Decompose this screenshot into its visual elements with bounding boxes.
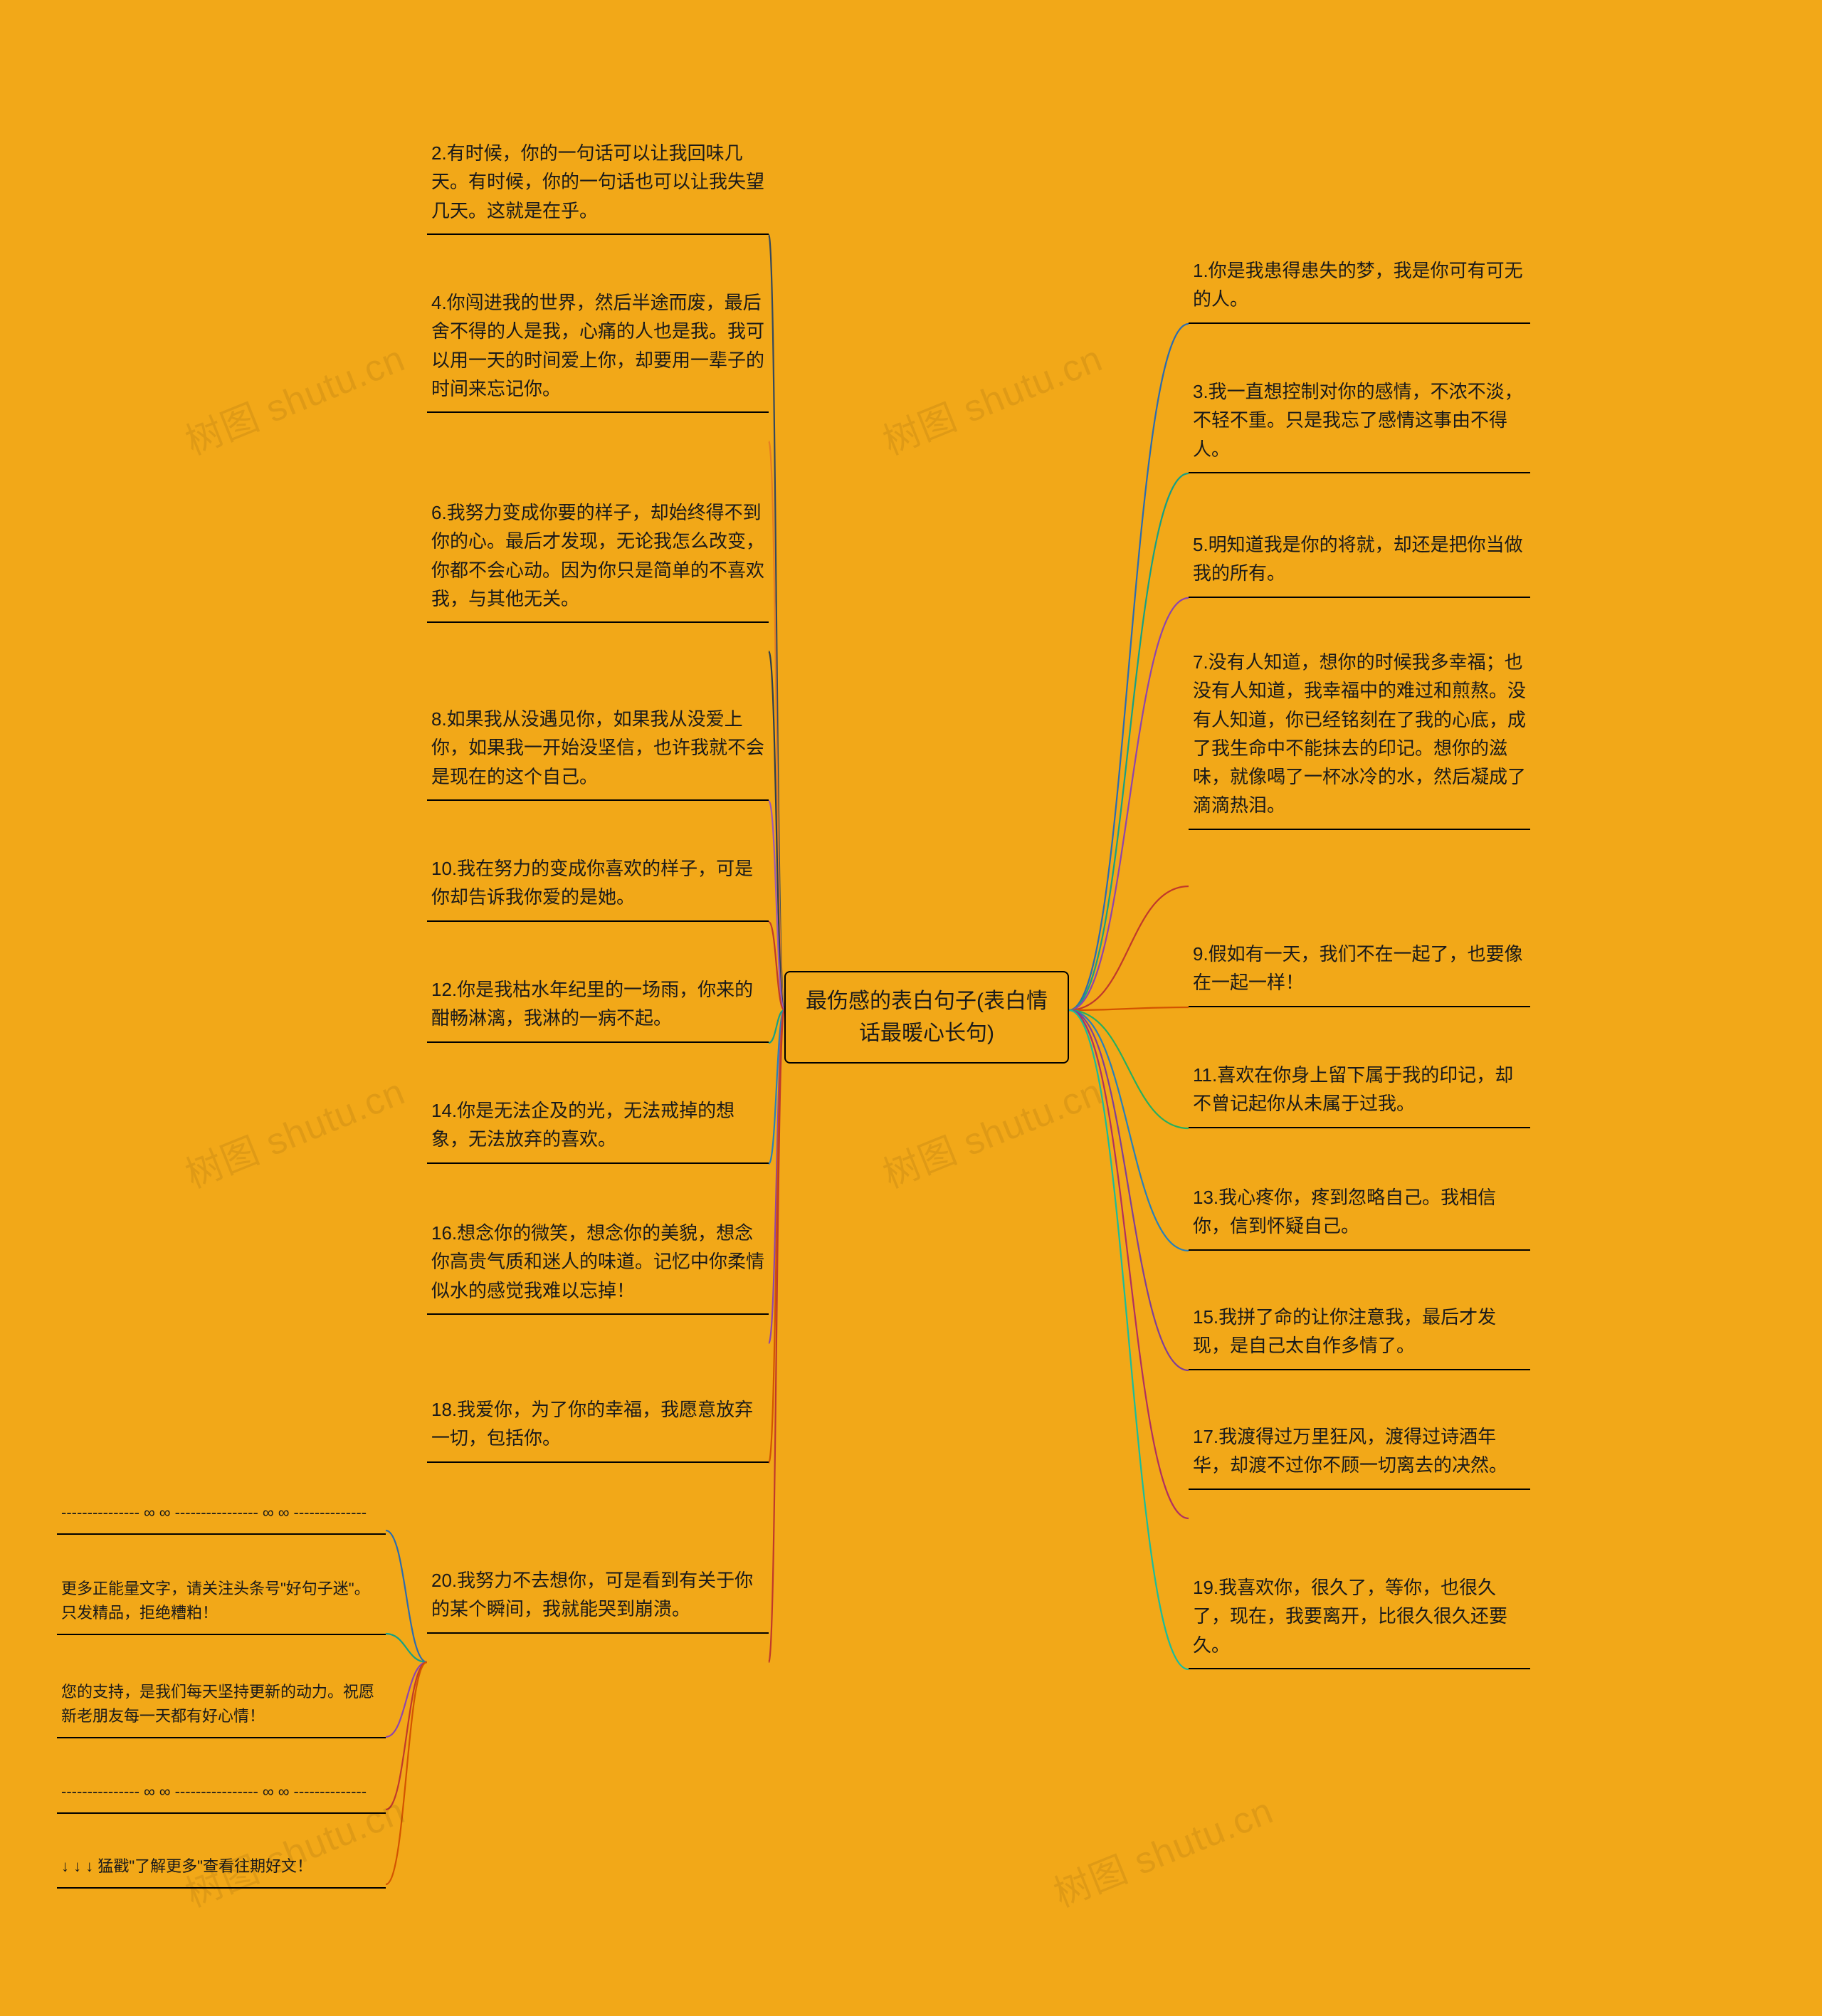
connector xyxy=(1069,1010,1189,1128)
left-node-l8: 8.如果我从没遇见你，如果我从没爱上你，如果我一开始没坚信，也许我就不会是现在的… xyxy=(427,705,769,801)
right-node-r13: 13.我心疼你，疼到忽略自己。我相信你，信到怀疑自己。 xyxy=(1189,1183,1530,1251)
watermark: 树图 shutu.cn xyxy=(874,329,1109,466)
connector xyxy=(1069,324,1189,1010)
left-node-l2: 2.有时候，你的一句话可以让我回味几天。有时候，你的一句话也可以让我失望几天。这… xyxy=(427,139,769,235)
right-node-r19: 19.我喜欢你，很久了，等你，也很久了，现在，我要离开，比很久很久还要久。 xyxy=(1189,1573,1530,1669)
left-node-l20: 20.我努力不去想你，可是看到有关于你的某个瞬间，我就能哭到崩溃。 xyxy=(427,1566,769,1634)
right-node-r11: 11.喜欢在你身上留下属于我的印记，却不曾记起你从未属于过我。 xyxy=(1189,1061,1530,1128)
connector xyxy=(1069,1010,1189,1370)
right-node-r1: 1.你是我患得患失的梦，我是你可有可无的人。 xyxy=(1189,256,1530,324)
connector xyxy=(386,1662,427,1810)
connector xyxy=(386,1662,427,1884)
right-node-r17: 17.我渡得过万里狂风，渡得过诗酒年华，却渡不过你不顾一切离去的决然。 xyxy=(1189,1422,1530,1490)
mindmap-stage: 最伤感的表白句子(表白情话最暖心长句) 1.你是我患得患失的梦，我是你可有可无的人… xyxy=(0,0,1822,2016)
sub-node-s4: --------------- ∞ ∞ ---------------- ∞ ∞… xyxy=(57,1780,386,1814)
left-node-l16: 16.想念你的微笑，想念你的美貌，想念你高贵气质和迷人的味道。记忆中你柔情似水的… xyxy=(427,1219,769,1315)
connector xyxy=(386,1662,427,1737)
connector xyxy=(769,801,784,1010)
left-node-l14: 14.你是无法企及的光，无法戒掉的想象，无法放弃的喜欢。 xyxy=(427,1096,769,1164)
left-node-l4: 4.你闯进我的世界，然后半途而废，最后舍不得的人是我，心痛的人也是我。我可以用一… xyxy=(427,288,769,413)
connector xyxy=(769,1010,784,1164)
connector xyxy=(386,1634,427,1662)
sub-node-s3: 您的支持，是我们每天坚持更新的动力。祝愿新老朋友每一天都有好心情！ xyxy=(57,1680,386,1738)
sub-node-s5: ↓ ↓ ↓ 猛戳"了解更多"查看往期好文！ xyxy=(57,1854,386,1889)
connector xyxy=(1069,1010,1189,1669)
watermark: 树图 shutu.cn xyxy=(177,1062,411,1199)
right-node-r15: 15.我拼了命的让你注意我，最后才发现，是自己太自作多情了。 xyxy=(1189,1303,1530,1370)
left-node-l12: 12.你是我枯水年纪里的一场雨，你来的酣畅淋漓，我淋的一病不起。 xyxy=(427,975,769,1043)
connector xyxy=(769,441,784,1010)
left-node-l18: 18.我爱你，为了你的幸福，我愿意放弃一切，包括你。 xyxy=(427,1395,769,1463)
connector xyxy=(1069,598,1189,1010)
connector xyxy=(769,651,784,1010)
connector xyxy=(1069,1010,1189,1251)
connector xyxy=(1069,1007,1189,1010)
sub-node-s1: --------------- ∞ ∞ ---------------- ∞ ∞… xyxy=(57,1501,386,1535)
connector xyxy=(1069,473,1189,1010)
right-node-r7: 7.没有人知道，想你的时候我多幸福；也没有人知道，我幸福中的难过和煎熬。没有人知… xyxy=(1189,648,1530,830)
right-node-r5: 5.明知道我是你的将就，却还是把你当做我的所有。 xyxy=(1189,530,1530,598)
left-node-l6: 6.我努力变成你要的样子，却始终得不到你的心。最后才发现，无论我怎么改变，你都不… xyxy=(427,498,769,623)
left-node-l10: 10.我在努力的变成你喜欢的样子，可是你却告诉我你爱的是她。 xyxy=(427,854,769,922)
connector xyxy=(769,1010,784,1043)
connector xyxy=(386,1531,427,1662)
connector xyxy=(769,1010,784,1463)
watermark: 树图 shutu.cn xyxy=(1045,1781,1280,1918)
connector xyxy=(769,922,784,1010)
sub-node-s2: 更多正能量文字，请关注头条号"好句子迷"。只发精品，拒绝糟粕！ xyxy=(57,1577,386,1635)
right-node-r3: 3.我一直想控制对你的感情，不浓不淡，不轻不重。只是我忘了感情这事由不得人。 xyxy=(1189,377,1530,473)
connector xyxy=(1069,1010,1189,1518)
connector xyxy=(769,1010,784,1662)
connector xyxy=(769,235,784,1010)
watermark: 树图 shutu.cn xyxy=(874,1062,1109,1199)
connector xyxy=(769,1010,784,1343)
root-node: 最伤感的表白句子(表白情话最暖心长句) xyxy=(784,971,1069,1064)
watermark: 树图 shutu.cn xyxy=(177,329,411,466)
right-node-r9: 9.假如有一天，我们不在一起了，也要像在一起一样！ xyxy=(1189,940,1530,1007)
connector xyxy=(1069,886,1189,1010)
